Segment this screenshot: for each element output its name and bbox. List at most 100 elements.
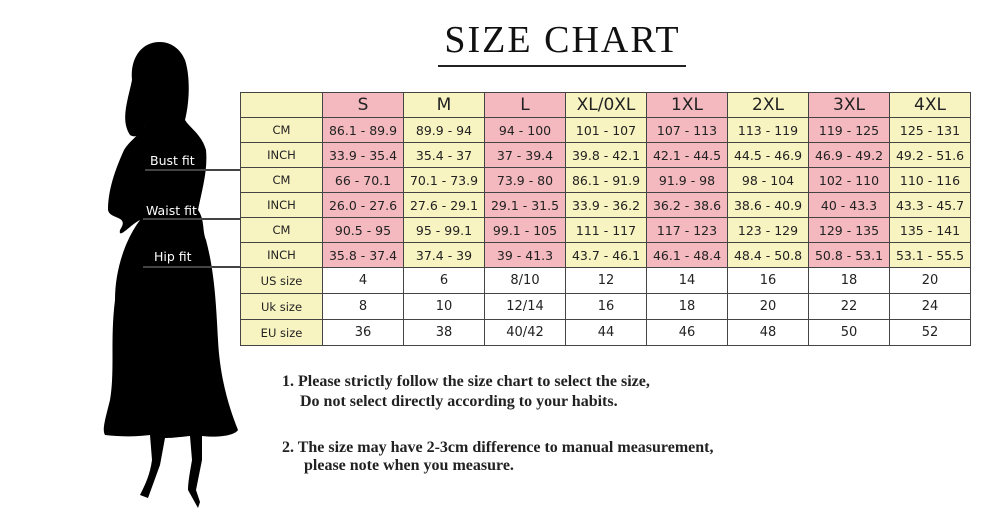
measurement-cell: 125 - 131: [889, 117, 971, 143]
measurement-cell: 35.4 - 37: [403, 142, 485, 168]
measurement-cell: 123 - 129: [727, 217, 809, 243]
size-conversion-cell: 16: [565, 293, 647, 320]
measurement-cell: 70.1 - 73.9: [403, 167, 485, 193]
region-label-cell: EU size: [240, 319, 323, 346]
bust-fit-line: [145, 169, 240, 171]
measurement-row: INCH 35.8 - 37.4 37.4 - 39 39 - 41.3 43.7 - …: [240, 242, 971, 268]
measurement-cell: 89.9 - 94: [403, 117, 485, 143]
measurement-cell: 117 - 123: [646, 217, 728, 243]
size-conversion-cell: 18: [808, 267, 890, 294]
measurement-row: CM 90.5 - 95 95 - 99.1 99.1 - 105 111 - 117 1…: [240, 217, 971, 243]
size-header-cell: M: [403, 92, 485, 118]
size-conversion-cell: 20: [727, 293, 809, 320]
measurement-cell: 94 - 100: [484, 117, 566, 143]
measurement-cell: 95 - 99.1: [403, 217, 485, 243]
size-conversion-cell: 46: [646, 319, 728, 346]
size-header-cell: L: [484, 92, 566, 118]
size-conversion-cell: 40/42: [484, 319, 566, 346]
measurement-cell: 37.4 - 39: [403, 242, 485, 268]
woman-silhouette-icon: [103, 42, 238, 508]
measurement-cell: 33.9 - 36.2: [565, 192, 647, 218]
measurement-cell: 111 - 117: [565, 217, 647, 243]
size-header-cell: 1XL: [646, 92, 728, 118]
measurement-cell: 91.9 - 98: [646, 167, 728, 193]
hip-fit-label: Hip fit: [154, 249, 192, 264]
measurement-cell: 129 - 135: [808, 217, 890, 243]
measurement-cell: 26.0 - 27.6: [322, 192, 404, 218]
measurement-cell: 38.6 - 40.9: [727, 192, 809, 218]
size-conversion-cell: 38: [403, 319, 485, 346]
size-conversion-row: US size 4 6 8/10 12 14 16 18 20: [240, 267, 971, 294]
measurement-cell: 33.9 - 35.4: [322, 142, 404, 168]
size-conversion-cell: 44: [565, 319, 647, 346]
size-conversion-cell: 6: [403, 267, 485, 294]
size-conversion-cell: 16: [727, 267, 809, 294]
measurement-cell: 35.8 - 37.4: [322, 242, 404, 268]
measurement-cell: 66 - 70.1: [322, 167, 404, 193]
size-conversion-cell: 14: [646, 267, 728, 294]
measurement-cell: 113 - 119: [727, 117, 809, 143]
size-header-cell: XL/0XL: [565, 92, 647, 118]
unit-label-cell: CM: [240, 117, 323, 143]
measurement-cell: 49.2 - 51.6: [889, 142, 971, 168]
measurement-cell: 135 - 141: [889, 217, 971, 243]
measurement-cell: 46.1 - 48.4: [646, 242, 728, 268]
measurement-cell: 98 - 104: [727, 167, 809, 193]
note-2-line-2: please note when you measure.: [304, 457, 514, 474]
measurement-cell: 101 - 107: [565, 117, 647, 143]
waist-fit-label: Waist fit: [146, 203, 197, 218]
measurement-cell: 48.4 - 50.8: [727, 242, 809, 268]
size-conversion-cell: 12: [565, 267, 647, 294]
size-conversion-cell: 8: [322, 293, 404, 320]
measurement-cell: 39.8 - 42.1: [565, 142, 647, 168]
measurement-cell: 46.9 - 49.2: [808, 142, 890, 168]
measurement-cell: 27.6 - 29.1: [403, 192, 485, 218]
measurement-cell: 43.7 - 46.1: [565, 242, 647, 268]
note-2-line-1: 2. The size may have 2-3cm difference to…: [282, 439, 714, 456]
measurement-cell: 86.1 - 89.9: [322, 117, 404, 143]
unit-label-cell: CM: [240, 217, 323, 243]
measurement-row: INCH 26.0 - 27.6 27.6 - 29.1 29.1 - 31.5 33.…: [240, 192, 971, 218]
hip-fit-line: [143, 266, 240, 268]
measurement-cell: 90.5 - 95: [322, 217, 404, 243]
size-conversion-cell: 52: [889, 319, 971, 346]
size-conversion-cell: 24: [889, 293, 971, 320]
unit-label-cell: INCH: [240, 192, 323, 218]
measurement-cell: 99.1 - 105: [484, 217, 566, 243]
page-title: SIZE CHART: [444, 19, 681, 61]
measurement-cell: 40 - 43.3: [808, 192, 890, 218]
size-conversion-cell: 10: [403, 293, 485, 320]
table-header-row: S M L XL/0XL 1XL 2XL 3XL 4XL: [240, 92, 971, 118]
measurement-cell: 29.1 - 31.5: [484, 192, 566, 218]
size-conversion-cell: 20: [889, 267, 971, 294]
size-conversion-cell: 22: [808, 293, 890, 320]
measurement-cell: 119 - 125: [808, 117, 890, 143]
title-underline: [438, 65, 686, 67]
measurement-cell: 36.2 - 38.6: [646, 192, 728, 218]
measurement-cell: 50.8 - 53.1: [808, 242, 890, 268]
size-header-cell: S: [322, 92, 404, 118]
region-label-cell: Uk size: [240, 293, 323, 320]
measurement-row: INCH 33.9 - 35.4 35.4 - 37 37 - 39.4 39.8 - …: [240, 142, 971, 168]
size-conversion-cell: 48: [727, 319, 809, 346]
header-corner-cell: [240, 92, 323, 118]
size-conversion-cell: 36: [322, 319, 404, 346]
measurement-cell: 44.5 - 46.9: [727, 142, 809, 168]
measurement-row: CM 86.1 - 89.9 89.9 - 94 94 - 100 101 - 107 1…: [240, 117, 971, 143]
size-header-cell: 2XL: [727, 92, 809, 118]
unit-label-cell: CM: [240, 167, 323, 193]
size-conversion-cell: 4: [322, 267, 404, 294]
measurement-cell: 42.1 - 44.5: [646, 142, 728, 168]
measurement-cell: 43.3 - 45.7: [889, 192, 971, 218]
note-1-line-2: Do not select directly according to your…: [300, 393, 618, 410]
measurement-cell: 102 - 110: [808, 167, 890, 193]
size-conversion-row: EU size 36 38 40/42 44 46 48 50 52: [240, 319, 971, 346]
unit-label-cell: INCH: [240, 242, 323, 268]
measurement-cell: 86.1 - 91.9: [565, 167, 647, 193]
measurement-cell: 110 - 116: [889, 167, 971, 193]
measurement-row: CM 66 - 70.1 70.1 - 73.9 73.9 - 80 86.1 - 91…: [240, 167, 971, 193]
measurement-cell: 73.9 - 80: [484, 167, 566, 193]
measurement-cell: 39 - 41.3: [484, 242, 566, 268]
size-conversion-cell: 8/10: [484, 267, 566, 294]
